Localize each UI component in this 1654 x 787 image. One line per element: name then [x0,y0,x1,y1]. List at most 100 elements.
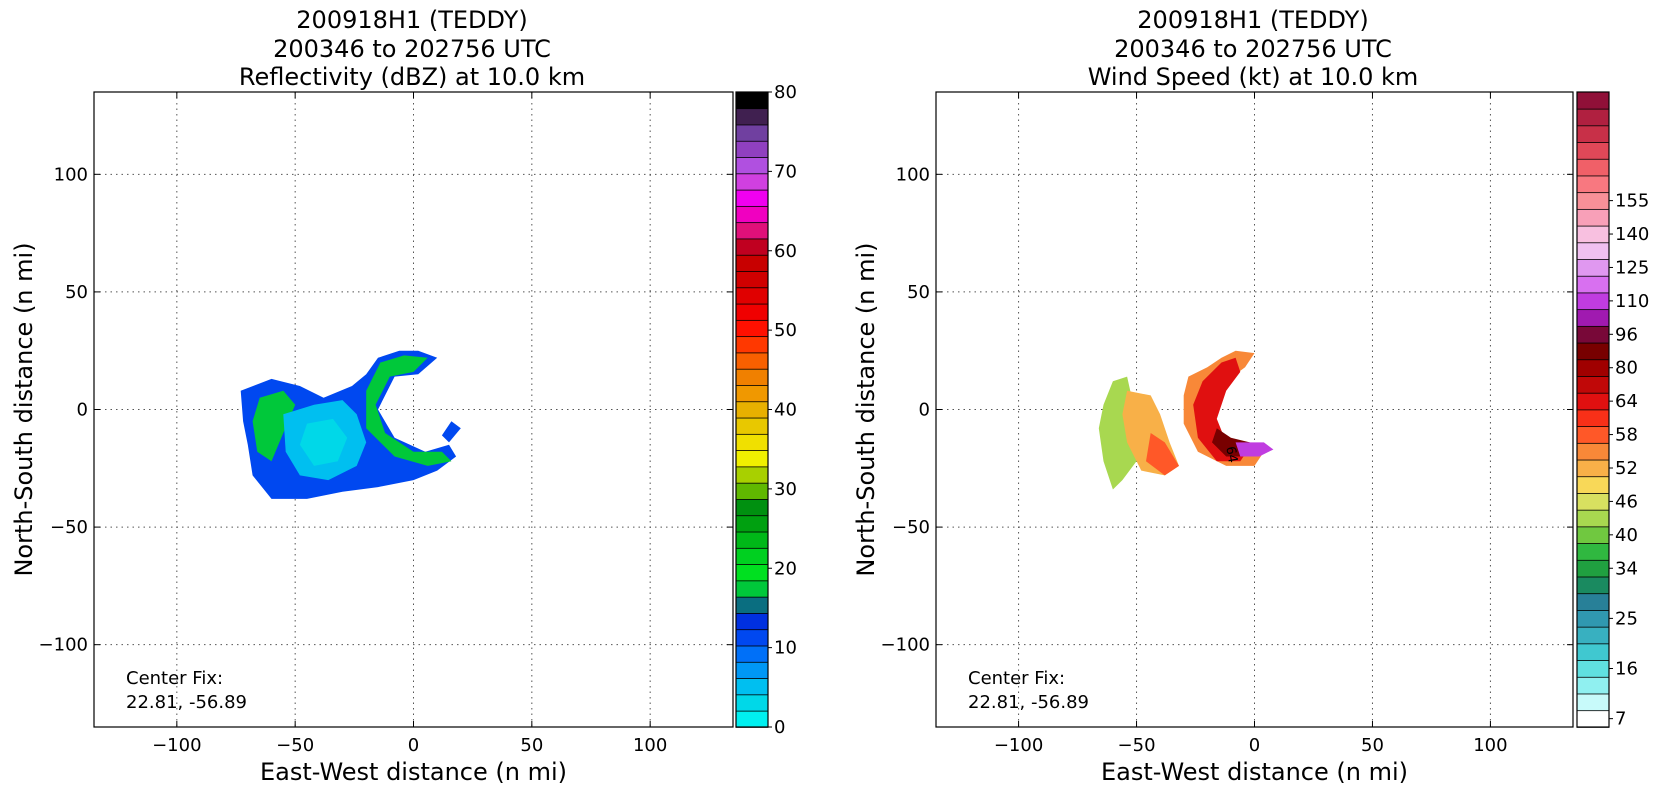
left-colorbar-bin [735,254,769,272]
right-colorbar-label: 96 [1615,324,1638,345]
right-colorbar-bin [1576,492,1610,511]
right-xtick-label: 50 [1361,735,1384,756]
right-colorbar-bin [1576,241,1610,260]
left-colorbar-bin [735,466,769,484]
right-colorbar-bin [1576,258,1610,277]
left-colorbar-bin [735,628,769,647]
left-colorbar-bin [735,270,769,289]
left-colorbar-bin [735,238,769,256]
right-center-fix-value: 22.81, -56.89 [968,692,1089,713]
right-colorbar-bin [1576,425,1610,444]
right-colorbar-bin [1576,358,1610,377]
right-colorbar-label: 46 [1615,491,1638,512]
left-x-axis-label: East-West distance (n mi) [260,758,567,786]
left-colorbar-bin [735,531,769,549]
left-colorbar-bin [735,645,769,663]
right-colorbar-bin [1576,676,1610,695]
right-colorbar-bin [1576,526,1610,544]
right-colorbar-bin [1576,141,1610,160]
right-xtick-label: 0 [1249,735,1260,756]
left-echo-region [252,390,296,462]
right-echo-region [1146,433,1179,476]
left-colorbar-bin [735,319,769,338]
right-colorbar-bin [1576,208,1610,227]
right-colorbar-bin [1576,91,1610,110]
left-colorbar-bin [735,156,769,175]
left-colorbar-bin [735,514,769,533]
right-colorbar-bin [1576,275,1610,294]
right-colorbar-label: 52 [1615,458,1638,479]
left-xtick-label: 0 [408,735,419,756]
left-colorbar-bin [735,205,769,224]
right-colorbar-label: 80 [1615,358,1638,379]
right-colorbar-bin [1576,609,1610,628]
left-echo-region [366,355,452,466]
wind-speed-panel: 64 −100 −50 0 50 100 −100 −50 0 50 100 East-West di… [852,91,1649,786]
right-colorbar-label: 34 [1615,558,1638,579]
right-colorbar-bin [1576,542,1610,561]
right-colorbar-bin [1576,158,1610,177]
left-echo-region [441,421,461,443]
right-colorbar-label: 25 [1615,608,1638,629]
left-colorbar-bin [735,335,769,354]
right-colorbar-bin [1576,559,1610,578]
right-colorbar-label: 140 [1615,224,1649,245]
right-ytick-label: −100 [881,635,930,656]
left-ytick-label: −100 [39,635,88,656]
left-title-line-2: 200346 to 202756 UTC [273,34,551,63]
right-colorbar-bin [1576,509,1610,528]
right-colorbar-frame [1576,91,1610,728]
right-colorbar-bin [1576,409,1610,428]
left-colorbar-label: 30 [774,479,797,500]
right-xtick-label: 100 [1473,735,1507,756]
left-colorbar-label: 50 [774,320,797,341]
left-colorbar-label: 80 [774,82,797,103]
right-colorbar-bin [1576,392,1610,411]
left-ytick-label: 50 [65,282,88,303]
right-colorbar-label: 40 [1615,525,1638,546]
right-center-fix-label: Center Fix: [968,668,1065,689]
left-title-line-1: 200918H1 (TEDDY) [296,6,528,34]
left-colorbar-bin [735,482,769,500]
left-colorbar-label: 10 [774,638,797,659]
left-colorbar-label: 0 [774,717,785,738]
right-colorbar-bin [1576,643,1610,661]
left-colorbar-label: 60 [774,241,797,262]
left-colorbar-bin [735,384,769,403]
right-colorbar-bin [1576,576,1610,595]
left-colorbar-bin [735,107,769,126]
left-colorbar-bin [735,91,769,110]
right-colorbar-bin [1576,175,1610,194]
left-ytick-label: 0 [77,400,88,421]
right-xtick-label: −100 [994,735,1043,756]
left-echo-region [299,418,348,466]
right-ytick-label: 0 [919,400,930,421]
left-colorbar-bin [735,612,769,631]
left-colorbar-bin [735,563,769,582]
right-contour-label: 64 [1222,445,1240,464]
left-colorbar-label: 40 [774,400,797,421]
right-echo-region [1235,442,1274,457]
right-xtick-label: −50 [1118,735,1156,756]
left-title-line-3: Reflectivity (dBZ) at 10.0 km [238,63,586,91]
right-colorbar-bin [1576,225,1610,244]
right-panel-title: 200918H1 (TEDDY) 200346 to 202756 UTC Wi… [933,6,1573,92]
right-title-line-1: 200918H1 (TEDDY) [1137,6,1369,34]
right-ytick-label: 100 [896,164,930,185]
left-ytick-label: 100 [54,164,88,185]
right-colorbar-bin [1576,659,1610,678]
left-colorbar-bin [735,173,769,191]
left-colorbar-bin [735,124,769,142]
left-colorbar-bin [735,303,769,321]
left-colorbar-label: 70 [774,161,797,182]
right-colorbar-bin [1576,342,1610,361]
right-colorbar-label: 7 [1615,709,1626,730]
left-center-fix-label: Center Fix: [126,668,223,689]
left-xtick-label: 50 [520,735,543,756]
right-colorbar-label: 155 [1615,191,1649,212]
right-colorbar-bin [1576,442,1610,461]
right-colorbar-bin [1576,325,1610,344]
right-colorbar-bin [1576,709,1610,728]
